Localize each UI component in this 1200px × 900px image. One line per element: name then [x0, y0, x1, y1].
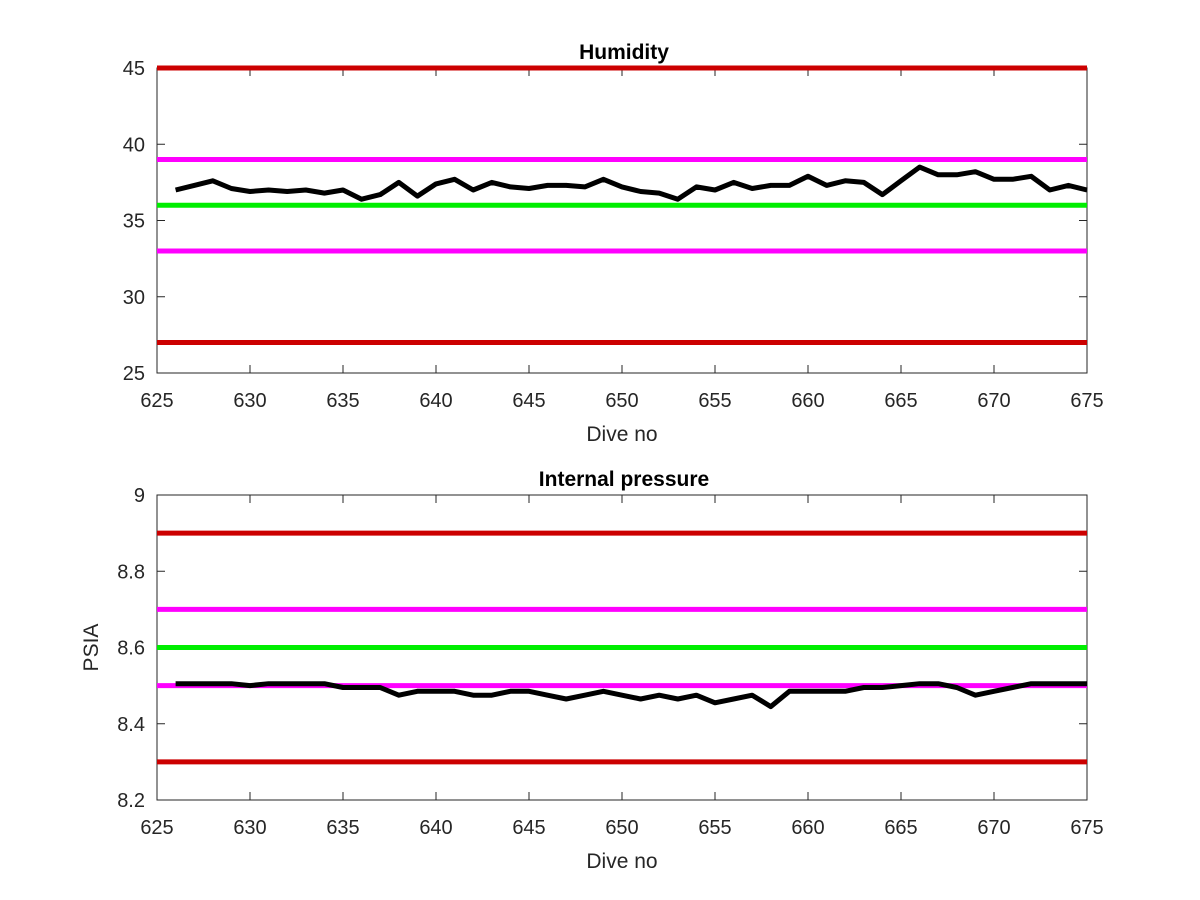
x-tick-label: 660: [791, 390, 824, 412]
x-tick-label: 640: [419, 817, 452, 839]
plot-area: [156, 67, 1088, 374]
x-tick-label: 625: [140, 817, 173, 839]
x-tick-label: 645: [512, 390, 545, 412]
y-tick-label: 8.4: [117, 714, 145, 736]
y-axis-label: PSIA: [80, 624, 103, 672]
y-tick-label: 8.8: [117, 561, 145, 583]
x-tick-label: 670: [977, 390, 1010, 412]
x-tick-label: 675: [1070, 390, 1103, 412]
x-tick-label: 645: [512, 817, 545, 839]
y-tick-label: 9: [134, 485, 145, 507]
x-tick-label: 630: [233, 390, 266, 412]
y-tick-label: 35: [123, 211, 145, 233]
internal-pressure-panel: 625 630 635 640 645 650 655 660 665 670 675 8.2 8.4 8…: [80, 468, 1104, 873]
y-tick-label: 45: [123, 58, 145, 80]
data-series-line: [175, 681, 1087, 710]
x-tick-label: 650: [605, 390, 638, 412]
x-tick-label: 655: [698, 390, 731, 412]
y-tick-label: 30: [123, 287, 145, 309]
x-tick-label: 625: [140, 390, 173, 412]
y-tick-label: 25: [123, 363, 145, 385]
y-tick-label: 40: [123, 134, 145, 156]
x-tick-label: 635: [326, 817, 359, 839]
x-axis-label: Dive no: [586, 423, 657, 446]
data-series-line: [174, 164, 1088, 202]
x-tick-label: 665: [884, 390, 917, 412]
x-tick-label: 670: [977, 817, 1010, 839]
x-tick-label: 650: [605, 817, 638, 839]
x-tick-label: 675: [1070, 817, 1103, 839]
chart-title: Internal pressure: [539, 468, 709, 491]
chart-title: Humidity: [579, 41, 669, 64]
x-tick-label: 640: [419, 390, 452, 412]
x-tick-label: 665: [884, 817, 917, 839]
x-tick-label: 660: [791, 817, 824, 839]
x-tick-label: 635: [326, 390, 359, 412]
x-tick-label: 630: [233, 817, 266, 839]
y-tick-label: 8.6: [117, 638, 145, 660]
humidity-panel: 625 630 635 640 645 650 655 660 665 670 675 25 30 35 4…: [123, 41, 1104, 446]
x-tick-label: 655: [698, 817, 731, 839]
x-axis-label: Dive no: [586, 850, 657, 873]
y-tick-label: 8.2: [117, 790, 145, 812]
